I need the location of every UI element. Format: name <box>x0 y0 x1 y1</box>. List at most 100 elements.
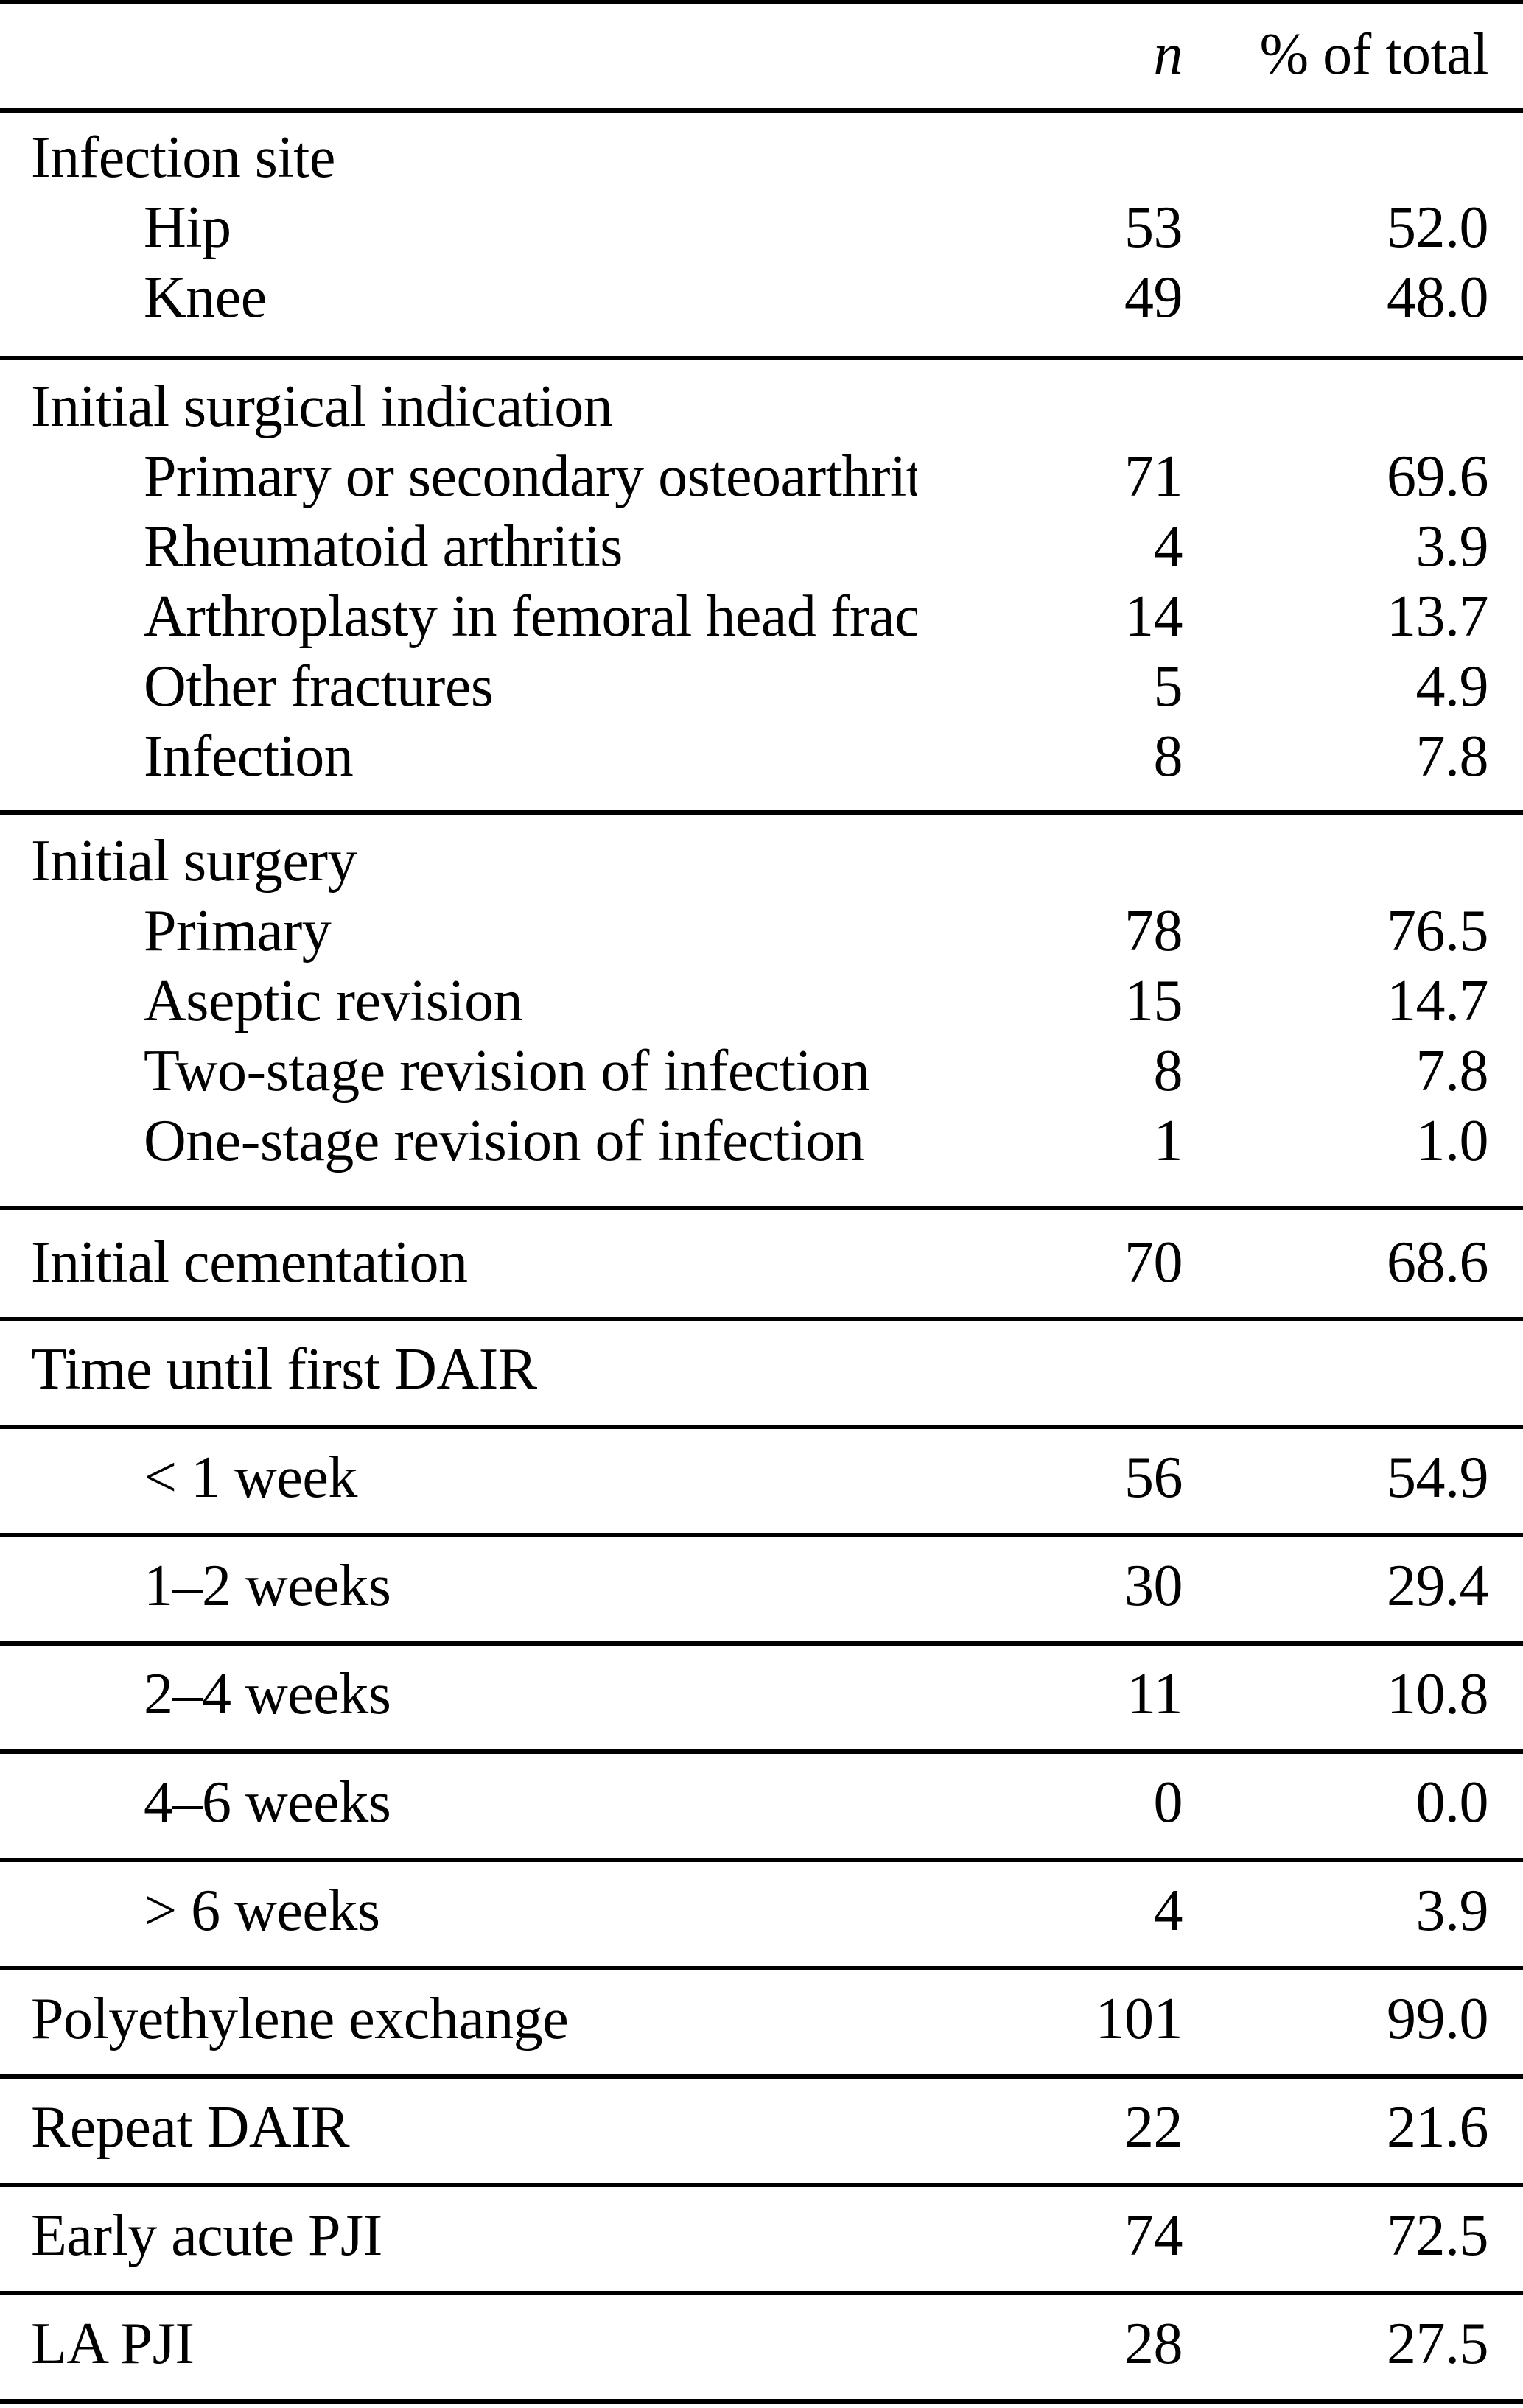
table-row-initial-cementation: Initial cementation 70 68.6 <box>0 1226 1523 1299</box>
cell-pct: 68.6 <box>1387 1230 1489 1295</box>
header-rule <box>0 108 1523 113</box>
section-rule-3 <box>0 1206 1523 1210</box>
table-row-lt-1-week: < 1 week 56 54.9 <box>0 1441 1523 1514</box>
section-rule-12 <box>0 2183 1523 2187</box>
table-row-primary-secondary-osteoarthritis: Primary or secondary osteoarthritis 71 6… <box>0 440 1523 513</box>
cell-n: 70 <box>1124 1230 1183 1295</box>
table-top-rule <box>0 0 1523 4</box>
row-label: Arthroplasty in femoral head fractures <box>144 584 917 649</box>
cell-n: 1 <box>1153 1109 1183 1173</box>
cell-pct: 48.0 <box>1387 265 1489 330</box>
cell-n: 11 <box>1126 1662 1183 1727</box>
row-label: Knee <box>144 265 267 330</box>
cell-n: 71 <box>1124 444 1183 509</box>
cell-n: 15 <box>1124 969 1183 1033</box>
table-row-gt-6-weeks: > 6 weeks 4 3.9 <box>0 1874 1523 1948</box>
cell-n: 14 <box>1124 584 1183 649</box>
cell-n: 28 <box>1124 2312 1183 2376</box>
cell-n: 22 <box>1124 2095 1183 2160</box>
cell-pct: 0.0 <box>1415 1770 1489 1835</box>
table-row-infection: Infection 8 7.8 <box>0 720 1523 793</box>
cell-pct: 7.8 <box>1415 1039 1489 1103</box>
section-rule-2 <box>0 810 1523 815</box>
row-label: > 6 weeks <box>144 1878 380 1943</box>
cell-n: 53 <box>1124 195 1183 260</box>
cell-n: 56 <box>1124 1445 1183 1510</box>
section-rule-13 <box>0 2291 1523 2295</box>
row-label: LA PJI <box>31 2312 195 2376</box>
table-row-la-pji: LA PJI 28 27.5 <box>0 2307 1523 2381</box>
row-label: < 1 week <box>144 1445 357 1510</box>
row-label: Aseptic revision <box>144 969 523 1033</box>
row-label: Other fractures <box>144 654 494 719</box>
section-rule-1 <box>0 356 1523 360</box>
cell-pct: 4.9 <box>1415 654 1489 719</box>
row-label: Polyethylene exchange <box>31 1987 569 2051</box>
row-label: One-stage revision of infection <box>144 1109 864 1173</box>
section-title-time-until-first-dair: Time until first DAIR <box>0 1333 1523 1406</box>
table-row-4-6-weeks: 4–6 weeks 0 0.0 <box>0 1766 1523 1839</box>
cell-n: 0 <box>1153 1770 1183 1835</box>
section-title-initial-surgical-indication: Initial surgical indication <box>0 370 1523 443</box>
cell-pct: 14.7 <box>1387 969 1489 1033</box>
section-rule-9 <box>0 1858 1523 1862</box>
cell-pct: 10.8 <box>1387 1662 1489 1727</box>
cell-pct: 3.9 <box>1415 1878 1489 1943</box>
section-title-label: Initial surgery <box>31 829 357 894</box>
table-row-aseptic-revision: Aseptic revision 15 14.7 <box>0 964 1523 1038</box>
table-row-rheumatoid-arthritis: Rheumatoid arthritis 4 3.9 <box>0 510 1523 583</box>
row-label: Hip <box>144 195 231 260</box>
cell-pct: 72.5 <box>1387 2203 1489 2268</box>
table-row-1-2-weeks: 1–2 weeks 30 29.4 <box>0 1549 1523 1623</box>
cell-n: 49 <box>1124 265 1183 330</box>
cell-n: 5 <box>1153 654 1183 719</box>
row-label: Two-stage revision of infection <box>144 1039 870 1103</box>
table-row-knee: Knee 49 48.0 <box>0 261 1523 334</box>
cell-pct: 1.0 <box>1415 1109 1489 1173</box>
row-label: Rheumatoid arthritis <box>144 514 623 579</box>
section-rule-8 <box>0 1749 1523 1754</box>
cell-pct: 27.5 <box>1387 2312 1489 2376</box>
section-rule-5 <box>0 1425 1523 1429</box>
cell-n: 78 <box>1124 899 1183 963</box>
section-title-initial-surgery: Initial surgery <box>0 824 1523 898</box>
section-title-infection-site: Infection site <box>0 121 1523 194</box>
table-row-other-fractures: Other fractures 5 4.9 <box>0 650 1523 723</box>
section-rule-4 <box>0 1317 1523 1321</box>
cell-n: 101 <box>1095 1987 1183 2051</box>
section-title-label: Infection site <box>31 125 335 190</box>
section-rule-11 <box>0 2074 1523 2079</box>
cell-pct: 7.8 <box>1415 724 1489 789</box>
table-row-polyethylene-exchange: Polyethylene exchange 101 99.0 <box>0 1982 1523 2056</box>
row-label: Repeat DAIR <box>31 2095 350 2160</box>
header-spacer <box>0 18 917 91</box>
row-label: Early acute PJI <box>31 2203 382 2268</box>
header-row: n % of total <box>0 18 1523 91</box>
row-label: Primary or secondary osteoarthritis <box>144 444 917 509</box>
row-label: Infection <box>144 724 354 789</box>
cell-pct: 76.5 <box>1387 899 1489 963</box>
table-row-arthroplasty-femoral-head-fractures: Arthroplasty in femoral head fractures 1… <box>0 580 1523 653</box>
row-label: Initial cementation <box>31 1230 468 1295</box>
table-row-early-acute-pji: Early acute PJI 74 72.5 <box>0 2199 1523 2272</box>
table-row-2-4-weeks: 2–4 weeks 11 10.8 <box>0 1657 1523 1731</box>
cell-n: 8 <box>1153 1039 1183 1103</box>
cell-pct: 99.0 <box>1387 1987 1489 2051</box>
cell-pct: 21.6 <box>1387 2095 1489 2160</box>
row-label: 1–2 weeks <box>144 1554 391 1618</box>
cell-n: 30 <box>1124 1554 1183 1618</box>
cell-pct: 54.9 <box>1387 1445 1489 1510</box>
cell-pct: 69.6 <box>1387 444 1489 509</box>
cell-n: 74 <box>1124 2203 1183 2268</box>
cell-n: 4 <box>1153 514 1183 579</box>
table-row-hip: Hip 53 52.0 <box>0 191 1523 264</box>
section-rule-10 <box>0 1966 1523 1970</box>
section-rule-6 <box>0 1533 1523 1537</box>
section-title-label: Initial surgical indication <box>31 374 613 439</box>
column-header-n: n <box>1153 22 1183 87</box>
table-row-one-stage-revision: One-stage revision of infection 1 1.0 <box>0 1104 1523 1178</box>
section-title-label: Time until first DAIR <box>31 1337 537 1402</box>
table-row-two-stage-revision: Two-stage revision of infection 8 7.8 <box>0 1034 1523 1108</box>
cell-pct: 13.7 <box>1387 584 1489 649</box>
